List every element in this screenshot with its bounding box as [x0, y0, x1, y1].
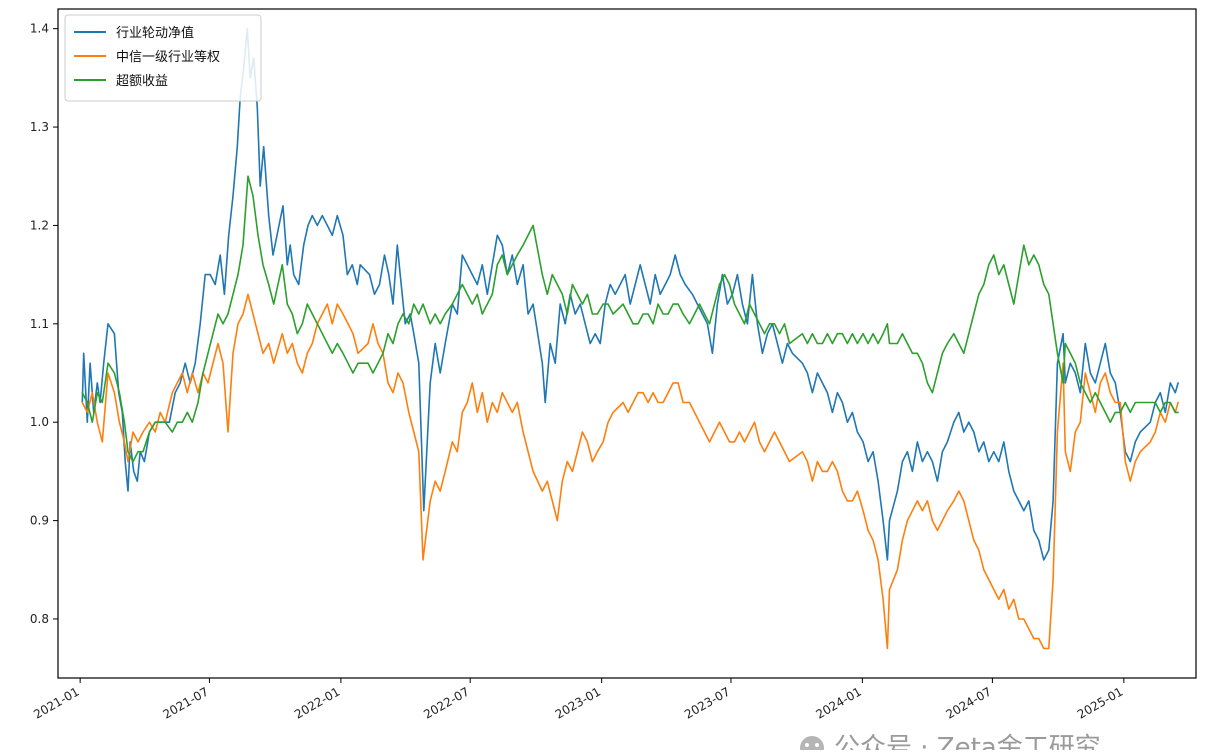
legend-label: 中信一级行业等权 [116, 49, 220, 65]
y-tick-label: 0.8 [30, 612, 49, 626]
legend-label: 超额收益 [116, 74, 168, 89]
legend-box [64, 14, 262, 102]
y-axis: 0.8 0.9 1.0 1.1 1.2 1.3 1.4 [30, 22, 58, 626]
y-tick-label: 1.1 [30, 317, 49, 331]
axes-frame [57, 8, 1197, 679]
y-tick-label: 1.2 [30, 218, 49, 232]
legend-label: 行业轮动净值 [116, 25, 194, 41]
series-line-3 [81, 175, 1179, 463]
watermark: 公众号 · Zeta金工研究 [800, 733, 1101, 754]
y-tick-label: 1.3 [30, 120, 49, 134]
y-tick-label: 0.9 [30, 514, 49, 528]
watermark-text: 公众号 · Zeta金工研究 [834, 733, 1101, 750]
y-tick-label: 1.0 [30, 415, 49, 429]
series-line-2 [81, 293, 1179, 650]
y-tick-label: 1.4 [30, 22, 49, 36]
